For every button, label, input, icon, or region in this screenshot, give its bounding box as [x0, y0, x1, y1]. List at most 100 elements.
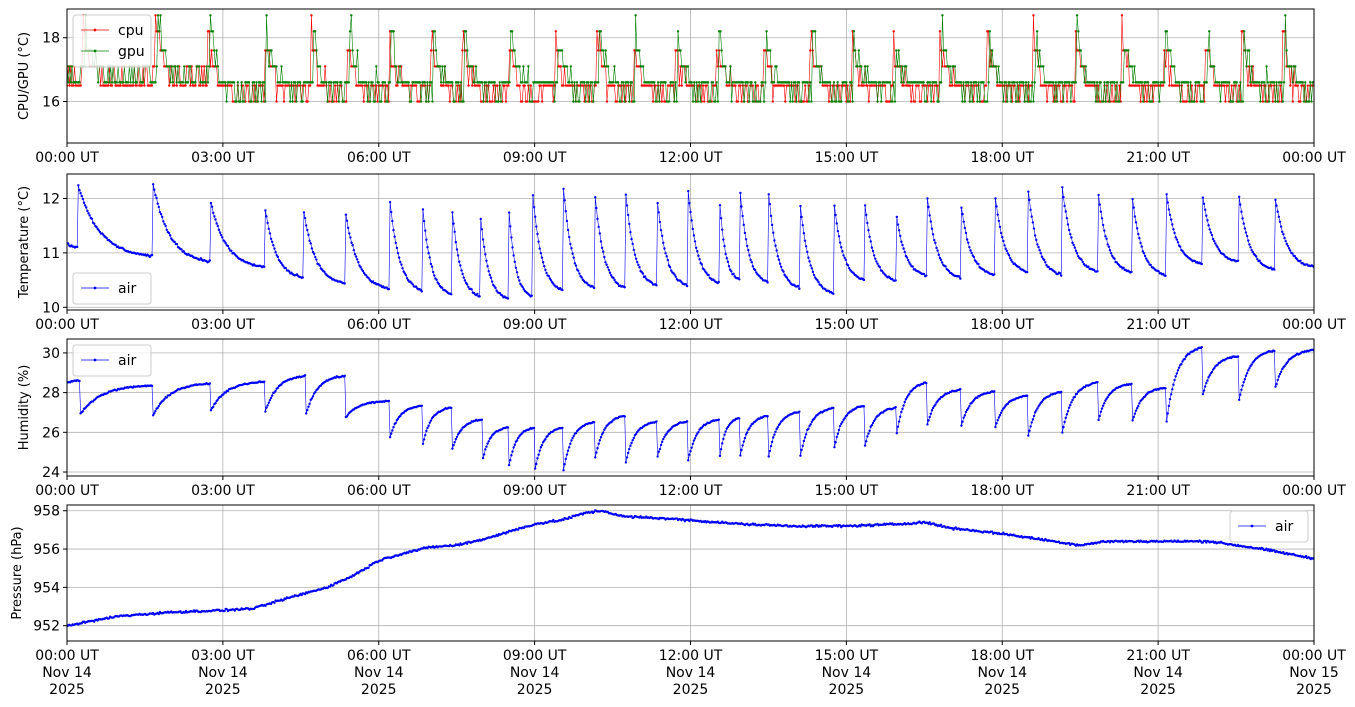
data-point-gpu: [1006, 100, 1009, 103]
data-point-air: [837, 428, 841, 432]
data-point-air: [1070, 236, 1073, 239]
data-point-cpu: [432, 49, 435, 52]
data-point-air: [927, 205, 930, 209]
data-point-cpu: [201, 84, 205, 87]
data-point-gpu: [1104, 100, 1107, 103]
data-point-gpu: [729, 65, 732, 68]
data-point-air: [1111, 254, 1114, 258]
data-point-air: [959, 387, 962, 391]
data-point-gpu: [1213, 65, 1216, 68]
data-point-air: [486, 265, 489, 268]
x-tick-label-line: 12:00 UT: [659, 483, 723, 499]
data-point-gpu: [626, 81, 630, 84]
data-point-air: [532, 426, 536, 430]
data-point-air: [625, 456, 629, 459]
data-point-gpu: [426, 81, 429, 84]
data-point-air: [905, 256, 909, 259]
data-point-gpu: [845, 81, 848, 84]
data-point-air: [426, 246, 429, 249]
data-point-air: [1142, 251, 1146, 255]
data-point-air: [1200, 345, 1203, 349]
data-point-air: [930, 409, 934, 412]
data-point-gpu: [1193, 100, 1196, 103]
data-point-gpu: [949, 81, 953, 84]
data-point-air: [455, 248, 459, 251]
data-point-air: [456, 254, 460, 257]
data-point-air: [305, 412, 308, 415]
data-point-gpu: [862, 81, 866, 84]
data-point-air: [1101, 404, 1105, 407]
data-point-air: [1064, 210, 1067, 213]
data-point-air: [1269, 266, 1273, 269]
data-point-air: [496, 534, 499, 538]
data-point-air: [638, 265, 641, 269]
x-tick-label-line: 00:00 UT: [1282, 150, 1346, 166]
data-point-cpu: [650, 84, 654, 87]
data-point-gpu: [1294, 65, 1297, 68]
data-point-air: [569, 442, 572, 445]
data-point-air: [1248, 367, 1251, 370]
data-point-cpu: [1299, 100, 1302, 103]
data-point-cpu: [740, 100, 743, 103]
data-point-air: [691, 227, 694, 231]
data-point-air: [451, 447, 454, 450]
data-point-gpu: [888, 81, 892, 84]
data-point-air: [927, 419, 930, 422]
data-point-air: [964, 410, 968, 414]
data-point-cpu: [1261, 100, 1265, 103]
data-point-air: [1245, 372, 1249, 375]
data-point-gpu: [1094, 100, 1097, 103]
x-tick-label: 18:00 UT: [970, 483, 1034, 499]
data-point-air: [872, 254, 876, 257]
data-point-gpu: [991, 49, 994, 52]
data-point-air: [1134, 221, 1138, 224]
data-point-air: [602, 250, 605, 253]
data-point-air: [268, 399, 272, 402]
data-point-cpu: [1017, 84, 1020, 87]
data-point-gpu: [126, 81, 130, 84]
legend-label: air: [118, 353, 136, 369]
data-point-air: [785, 276, 789, 279]
data-point-gpu: [1156, 81, 1160, 84]
x-tick-label: 09:00 UT: [503, 150, 567, 166]
data-point-air: [454, 241, 458, 244]
data-point-air: [532, 206, 536, 209]
data-point-gpu: [924, 100, 928, 103]
data-point-air: [777, 258, 781, 261]
data-point-air: [719, 217, 723, 220]
data-point-air: [1236, 259, 1240, 262]
data-point-air: [1011, 260, 1014, 264]
data-point-air: [272, 243, 275, 247]
data-point-air: [690, 219, 693, 222]
data-point-gpu: [895, 49, 898, 52]
data-point-air: [486, 442, 489, 445]
data-point-gpu: [686, 65, 690, 68]
data-point-air: [1288, 249, 1292, 252]
data-point-cpu: [1237, 84, 1241, 87]
data-point-air: [545, 271, 548, 275]
data-point-gpu: [236, 81, 240, 84]
data-point-air: [977, 262, 980, 266]
data-point-air: [1096, 270, 1099, 273]
data-point-air: [663, 247, 666, 250]
data-point-air: [594, 456, 597, 459]
data-point-air: [314, 390, 317, 394]
data-point-air: [1209, 231, 1213, 234]
data-point-gpu: [934, 81, 938, 84]
data-point-gpu: [484, 81, 488, 84]
legend-label: air: [118, 281, 136, 297]
data-point-gpu: [1231, 100, 1235, 103]
data-point-air: [562, 518, 565, 522]
data-point-air: [396, 251, 400, 255]
data-point-air: [221, 236, 224, 239]
data-point-air: [224, 391, 227, 394]
data-point-air: [269, 396, 273, 400]
data-point-air: [767, 193, 770, 196]
data-point-air: [212, 211, 215, 215]
data-point-air: [750, 260, 753, 264]
data-point-air: [393, 235, 396, 238]
data-point-cpu: [328, 84, 332, 87]
data-point-air: [613, 278, 616, 282]
data-point-gpu: [176, 65, 180, 68]
data-point-air: [1175, 372, 1179, 375]
